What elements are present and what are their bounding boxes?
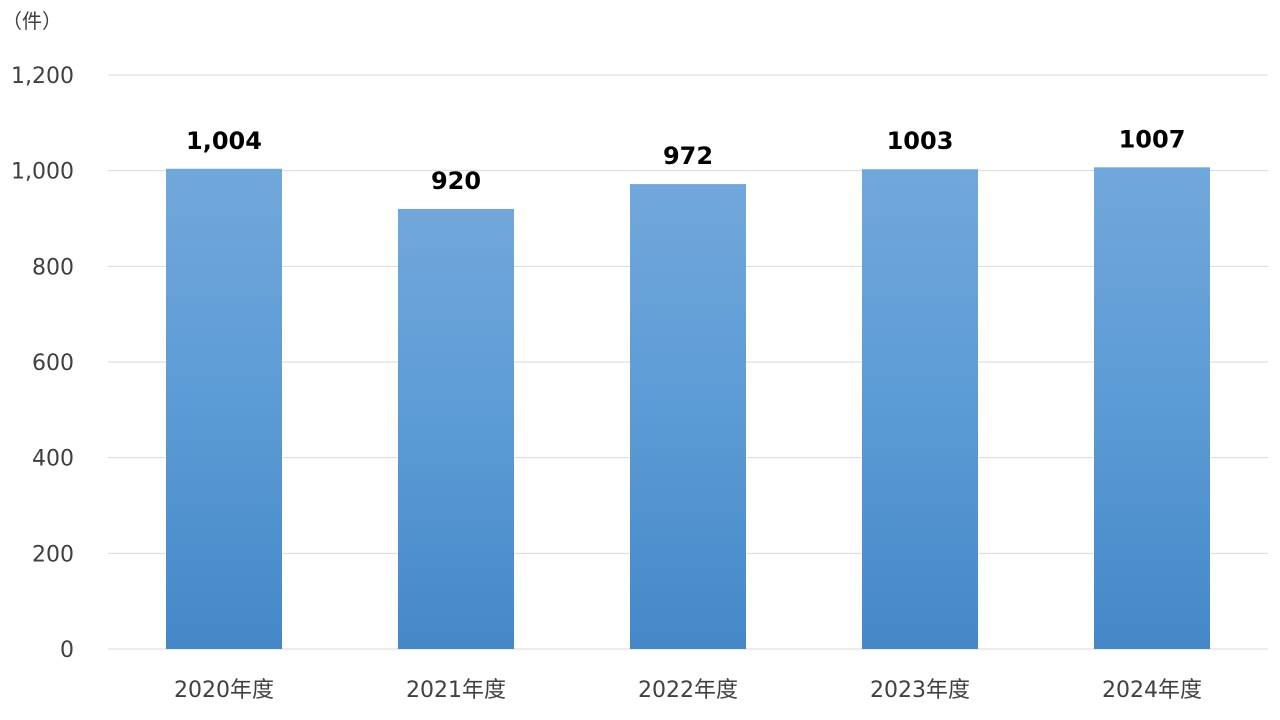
y-tick-label: 600: [32, 351, 74, 376]
x-category-label: 2023年度: [870, 678, 970, 703]
data-label: 1,004: [186, 127, 262, 155]
data-label: 972: [663, 142, 713, 170]
y-tick-label: 1,200: [11, 64, 74, 89]
x-axis-categories: 2020年度 2021年度 2022年度 2023年度 2024年度: [174, 678, 1202, 703]
y-tick-label: 400: [32, 447, 74, 472]
bar: [862, 169, 978, 649]
y-tick-label: 800: [32, 255, 74, 280]
y-axis-ticks: 0 200 400 600 800 1,000 1,200: [11, 64, 74, 663]
bar: [1094, 167, 1210, 649]
data-label: 1007: [1119, 125, 1186, 153]
bar: [166, 168, 282, 649]
data-label: 1003: [887, 127, 954, 155]
data-labels: 1,004 920 972 1003 1007: [186, 125, 1185, 195]
y-tick-label: 200: [32, 542, 74, 567]
x-category-label: 2020年度: [174, 678, 274, 703]
data-label: 920: [431, 167, 481, 195]
bar: [398, 208, 514, 649]
x-category-label: 2024年度: [1102, 678, 1202, 703]
y-axis-unit-label: （件）: [2, 9, 62, 33]
bar: [630, 184, 746, 649]
y-tick-label: 0: [60, 638, 74, 663]
bars: [166, 167, 1210, 649]
x-category-label: 2022年度: [638, 678, 738, 703]
y-tick-label: 1,000: [11, 160, 74, 185]
x-category-label: 2021年度: [406, 678, 506, 703]
